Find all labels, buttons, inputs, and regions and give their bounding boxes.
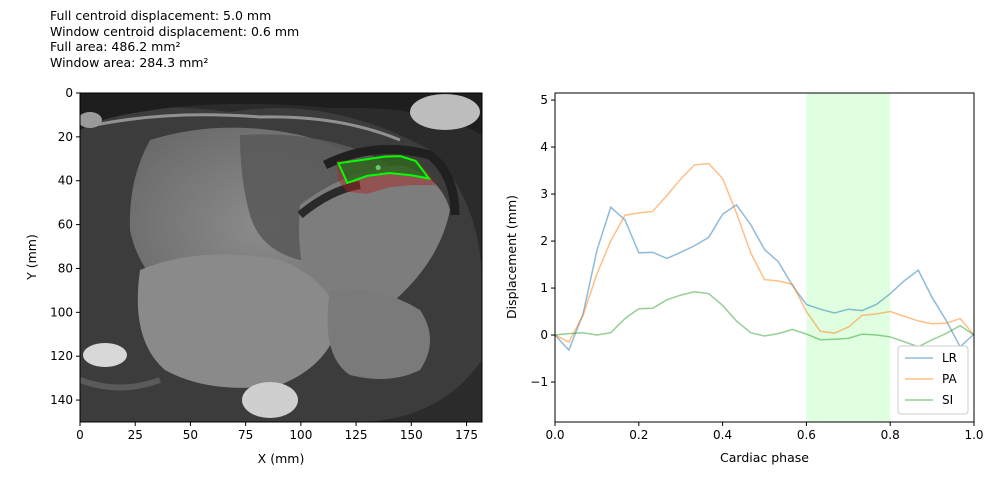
- legend: LR PA SI: [897, 345, 969, 415]
- image-y-tick-label: 60: [58, 218, 73, 232]
- image-y-tick-label: 100: [50, 305, 73, 319]
- chart-y-tick-label: 2: [540, 234, 548, 248]
- info-line-full-area: Full area: 486.2 mm²: [50, 39, 181, 54]
- image-y-tick-label: 80: [58, 261, 73, 275]
- chart-x-tick-label: 0.4: [713, 428, 732, 442]
- legend-label-si: SI: [942, 393, 953, 407]
- legend-label-lr: LR: [942, 351, 957, 365]
- series-line-pa: [554, 162, 975, 344]
- info-text: Full centroid displacement: 5.0 mm Windo…: [50, 8, 299, 70]
- chart-x-tick-label: 0.2: [629, 428, 648, 442]
- centroid-marker: [375, 165, 381, 171]
- image-y-tick-label: 120: [50, 349, 73, 363]
- chart-x-tick-label: 0.0: [545, 428, 564, 442]
- info-line-full-centroid: Full centroid displacement: 5.0 mm: [50, 8, 272, 23]
- chart-x-ticks: 0.0 0.2 0.4 0.6 0.8 1.0: [545, 422, 984, 442]
- window-contour: [336, 155, 432, 185]
- image-y-tick-label: 20: [58, 130, 73, 144]
- image-x-ticks: 0 25 50 75 100 125 150 175: [76, 422, 478, 442]
- image-y-ticks: 0 20 40 60 80 100 120 140: [50, 86, 80, 407]
- chart-y-tick-label: 5: [540, 93, 548, 107]
- chart-y-tick-label: −1: [530, 375, 548, 389]
- info-line-window-centroid: Window centroid displacement: 0.6 mm: [50, 23, 300, 39]
- chart-y-tick-label: 4: [540, 140, 548, 154]
- image-y-tick-label: 140: [50, 393, 73, 407]
- image-y-tick-label: 40: [58, 174, 73, 188]
- chart-y-tick-label: 1: [540, 281, 548, 295]
- displacement-chart: 0.0 0.2 0.4 0.6 0.8 1.0 −1 0 1 2 3 4 5 Cardiac phas…: [504, 92, 984, 465]
- series-line-lr: [554, 203, 975, 352]
- chart-y-tick-label: 0: [540, 328, 548, 342]
- chart-x-label: Cardiac phase: [720, 450, 809, 465]
- chart-y-label: Displacement (mm): [504, 195, 519, 319]
- chart-y-tick-label: 3: [540, 187, 548, 201]
- image-x-tick-label: 125: [345, 428, 368, 442]
- image-x-tick-label: 25: [128, 428, 143, 442]
- image-x-tick-label: 50: [183, 428, 198, 442]
- image-x-tick-label: 0: [76, 428, 84, 442]
- chart-x-tick-label: 0.6: [797, 428, 816, 442]
- chart-x-tick-label: 1.0: [964, 428, 983, 442]
- image-y-tick-label: 0: [65, 86, 73, 100]
- image-x-tick-label: 100: [289, 428, 312, 442]
- image-x-tick-label: 150: [400, 428, 423, 442]
- image-panel: 0 25 50 75 100 125 150 175 0 20 40 60 80 100 120 140 X…: [24, 86, 483, 466]
- info-line-window-area: Window area: 284.3 mm²: [50, 54, 209, 70]
- cardiac-window-span: [806, 93, 891, 422]
- chart-y-ticks: −1 0 1 2 3 4 5: [530, 93, 555, 389]
- chart-x-tick-label: 0.8: [881, 428, 900, 442]
- legend-label-pa: PA: [942, 372, 957, 386]
- series-line-si: [554, 291, 975, 348]
- series-lines: [554, 162, 975, 352]
- image-x-label: X (mm): [258, 451, 305, 466]
- image-x-tick-label: 175: [455, 428, 478, 442]
- image-y-label: Y (mm): [24, 234, 39, 281]
- image-x-tick-label: 75: [238, 428, 253, 442]
- mri-image: [80, 93, 482, 422]
